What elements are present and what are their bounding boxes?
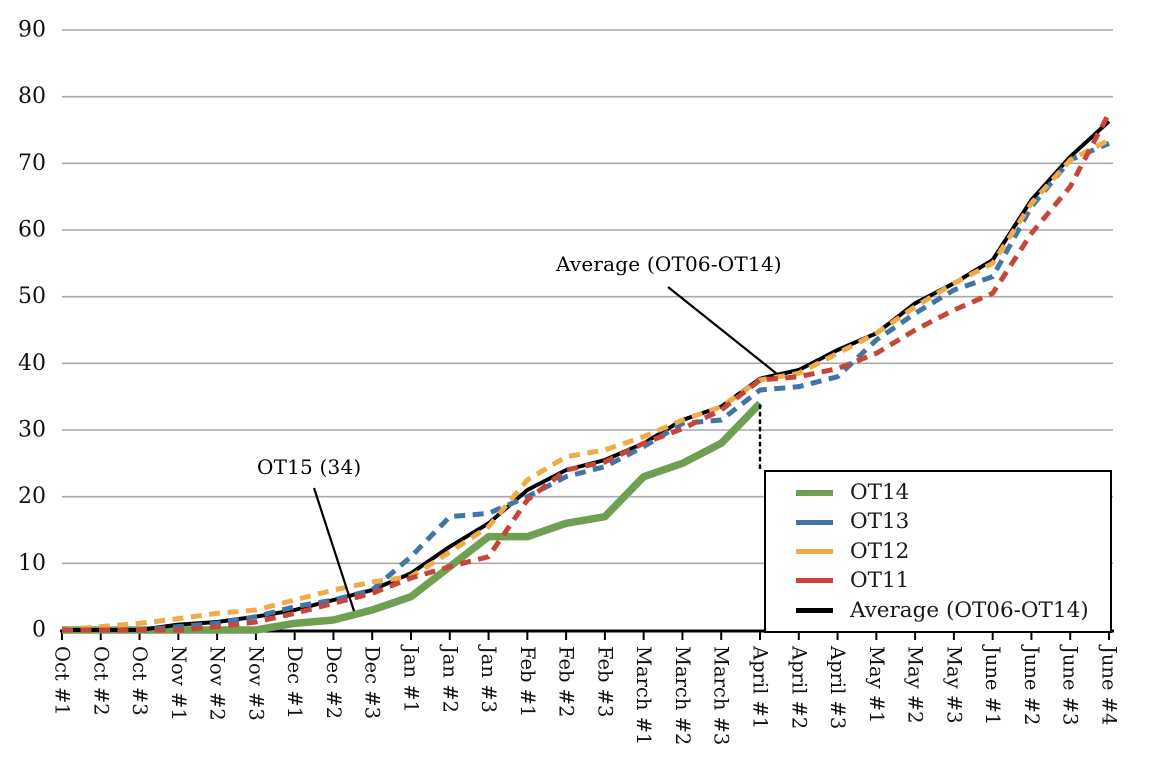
annotation-leader-line: [312, 487, 356, 612]
legend-item-ot14: OT14: [796, 482, 1104, 504]
y-axis-label: 60: [18, 218, 46, 243]
x-axis-label: May #1: [865, 646, 888, 724]
x-axis-label: June #3: [1059, 644, 1082, 725]
x-axis-label: Oct #1: [51, 646, 74, 716]
legend-label-ot12: OT12: [850, 538, 910, 564]
legend-swatch-average: [796, 607, 833, 613]
x-axis-label: May #3: [942, 646, 965, 724]
x-axis-label: Feb #1: [516, 646, 539, 717]
y-axis-label: 70: [18, 151, 46, 176]
x-axis-label: Oct #3: [128, 646, 151, 716]
annotation-average-callout: Average (OT06-OT14): [556, 252, 782, 276]
series-line-ot12: [61, 137, 1111, 633]
annotation-leader-line: [667, 286, 778, 375]
x-axis-label: April #2: [787, 645, 810, 729]
series-line-ot11: [62, 112, 1112, 633]
y-axis-label: 30: [18, 418, 46, 443]
x-axis-label: March #3: [710, 646, 733, 745]
y-axis-label: 10: [18, 551, 46, 576]
annotation-ot15-callout: OT15 (34): [257, 455, 362, 479]
series-line-ot13: [62, 141, 1110, 633]
x-axis-label: Oct #2: [89, 646, 112, 716]
y-axis-label: 0: [32, 618, 46, 643]
legend-label-ot13: OT13: [850, 509, 910, 535]
legend-swatch-ot12: [796, 548, 833, 554]
y-axis-label: 90: [18, 18, 46, 43]
x-axis-label: Jan #1: [400, 644, 423, 713]
x-axis-label: Dec #3: [361, 646, 384, 719]
legend-item-average: Average (OT06-OT14): [796, 597, 1104, 623]
y-axis-label: 80: [18, 84, 46, 109]
x-axis-label: May #2: [904, 646, 927, 724]
legend-swatch-ot11: [796, 578, 833, 584]
x-axis-label: June #2: [1020, 644, 1043, 725]
x-axis-label: April #1: [749, 645, 772, 729]
y-axis-label: 20: [18, 484, 46, 509]
x-axis-label: Feb #3: [593, 646, 616, 717]
legend-label-ot14: OT14: [850, 479, 910, 505]
x-axis-label: Jan #3: [477, 644, 500, 713]
legend-label-ot11: OT11: [850, 568, 910, 594]
legend-swatch-ot13: [796, 519, 833, 525]
x-axis-label: Feb #2: [555, 646, 578, 717]
legend-item-ot12: OT12: [796, 541, 1104, 563]
y-axis-label: 40: [18, 351, 46, 376]
x-axis-label: Nov #2: [206, 646, 229, 721]
x-axis-label: June #4: [1098, 644, 1121, 725]
y-axis-label: 50: [18, 284, 46, 309]
x-axis-label: March #1: [632, 646, 655, 745]
x-axis-label: March #2: [671, 646, 694, 745]
x-axis-label: Nov #1: [167, 646, 190, 721]
x-axis-label: Dec #1: [283, 646, 306, 719]
x-axis-label: Dec #2: [322, 646, 345, 719]
legend-item-ot13: OT13: [796, 511, 1104, 533]
x-axis-label: April #3: [826, 645, 849, 729]
x-axis-label: Nov #3: [244, 646, 267, 721]
legend-item-ot11: OT11: [796, 570, 1104, 592]
x-axis-label: June #1: [981, 644, 1004, 725]
x-axis-label: Jan #2: [438, 644, 461, 713]
legend-label-average: Average (OT06-OT14): [850, 597, 1089, 623]
legend: OT14 OT13 OT12 OT11 Average (OT06-OT14): [764, 470, 1112, 633]
legend-swatch-ot14: [796, 489, 833, 496]
